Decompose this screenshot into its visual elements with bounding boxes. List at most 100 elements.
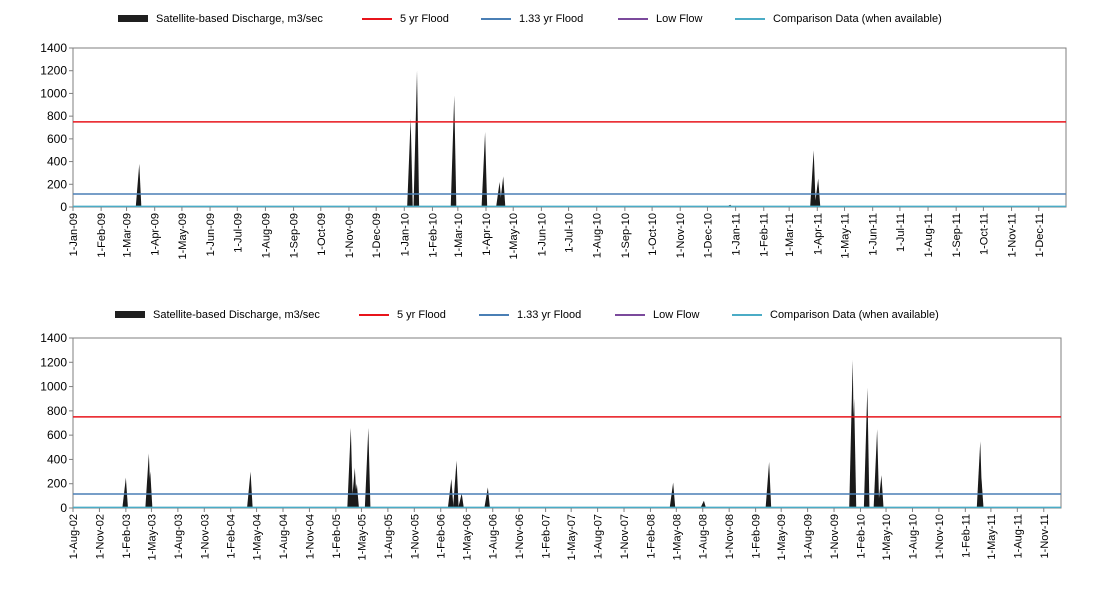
x-tick-label: 1-Feb-10 [427, 213, 439, 258]
y-tick-label: 1200 [40, 64, 67, 78]
legend-label-133yr-flood: 1.33 yr Flood [519, 13, 584, 25]
x-tick-label: 1-Aug-07 [593, 514, 605, 559]
x-tick-label: 1-May-03 [146, 514, 158, 560]
x-tick-label: 1-Nov-03 [199, 514, 211, 559]
plot-area [72, 47, 1067, 208]
y-tick-label: 400 [47, 155, 67, 169]
y-tick-label: 1000 [40, 380, 67, 394]
discharge-spike [247, 471, 253, 508]
x-tick-label: 1-Aug-10 [592, 213, 604, 258]
discharge-spike [877, 475, 884, 508]
discharge-spike [407, 118, 413, 207]
legend-swatch-5yr-flood [359, 314, 389, 316]
y-tick-label: 200 [47, 477, 67, 491]
chart-panel-1: Satellite-based Discharge, m3/sec 5 yr F… [0, 0, 1094, 300]
x-tick-label: 1-Aug-04 [278, 514, 290, 559]
x-tick-label: 1-Feb-05 [331, 514, 343, 559]
x-tick-label: 1-Feb-04 [226, 514, 238, 559]
discharge-spike [135, 163, 142, 207]
x-tick-label: 1-Aug-09 [260, 213, 272, 258]
x-tick-label: 1-Nov-05 [409, 514, 421, 559]
legend-label-5yr-flood: 5 yr Flood [397, 309, 446, 321]
x-tick-label: 1-Sep-11 [951, 213, 963, 257]
y-tick-label: 1000 [40, 86, 67, 100]
x-tick-label: 1-May-09 [177, 213, 189, 259]
x-tick-label: 1-Oct-10 [647, 213, 659, 256]
discharge-spike [413, 70, 420, 207]
x-tick-label: 1-Apr-10 [481, 213, 493, 256]
legend-label-low-flow: Low Flow [656, 13, 703, 25]
x-tick-label: 1-Dec-09 [371, 213, 383, 258]
y-tick-label: 1400 [40, 41, 67, 55]
x-tick-label: 1-Feb-09 [96, 213, 108, 258]
discharge-spike [458, 493, 464, 508]
x-tick-label: 1-Jun-11 [868, 213, 880, 256]
x-tick-label: 1-May-08 [671, 514, 683, 560]
x-tick-label: 1-May-10 [881, 514, 893, 560]
legend-label-133yr-flood: 1.33 yr Flood [517, 309, 582, 321]
x-tick-label: 1-Apr-11 [812, 213, 824, 255]
legend-swatch-comparison [732, 314, 762, 316]
discharge-spike [814, 178, 821, 207]
x-tick-label: 1-May-11 [840, 213, 852, 259]
discharge-spike [669, 482, 676, 508]
x-tick-label: 1-Feb-08 [645, 514, 657, 559]
discharge-spike [450, 95, 457, 207]
x-tick-label: 1-Feb-07 [541, 514, 553, 559]
x-tick-label: 1-Mar-10 [453, 213, 465, 258]
legend-swatch-low-flow [618, 18, 648, 20]
x-tick-label: 1-Dec-11 [1034, 213, 1046, 257]
y-tick-label: 0 [60, 501, 67, 515]
x-tick-label: 1-May-11 [986, 514, 998, 560]
x-tick-label: 1-Feb-11 [960, 514, 972, 558]
x-tick-label: 1-Jan-11 [731, 213, 743, 256]
legend-label-comparison: Comparison Data (when available) [773, 13, 942, 25]
discharge-spike [347, 427, 353, 508]
x-tick-label: 1-May-09 [776, 514, 788, 560]
y-tick-label: 200 [47, 177, 67, 191]
x-tick-label: 1-Nov-08 [724, 514, 736, 559]
x-tick-label: 1-Sep-10 [620, 213, 632, 258]
x-tick-label: 1-Nov-09 [344, 213, 356, 258]
discharge-spike [481, 132, 488, 207]
legend-2: Satellite-based Discharge, m3/sec 5 yr F… [0, 306, 1094, 326]
x-tick-label: 1-Feb-10 [855, 514, 867, 559]
discharge-spike [977, 477, 984, 508]
x-tick-label: 1-Oct-11 [978, 213, 990, 255]
x-tick-label: 1-Feb-11 [759, 213, 771, 257]
x-tick-label: 1-May-04 [252, 514, 264, 560]
legend-swatch-133yr-flood [479, 314, 509, 316]
discharge-spike [765, 461, 772, 508]
legend-label-5yr-flood: 5 yr Flood [400, 13, 449, 25]
legend-label-low-flow: Low Flow [653, 309, 700, 321]
legend-label-discharge: Satellite-based Discharge, m3/sec [153, 309, 320, 321]
x-tick-label: 1-Aug-11 [923, 213, 935, 257]
legend-swatch-5yr-flood [362, 18, 392, 20]
legend-label-comparison: Comparison Data (when available) [770, 309, 939, 321]
x-tick-label: 1-Nov-07 [619, 514, 631, 559]
x-tick-label: 1-Nov-04 [304, 514, 316, 559]
legend-swatch-discharge [118, 15, 148, 22]
discharge-spike [353, 483, 359, 508]
x-tick-label: 1-Mar-11 [784, 213, 796, 257]
x-tick-label: 1-Nov-09 [829, 514, 841, 559]
x-tick-label: 1-Feb-09 [751, 514, 763, 559]
x-tick-label: 1-Jul-10 [564, 213, 576, 253]
x-tick-label: 1-Nov-11 [1007, 213, 1019, 257]
y-tick-label: 1200 [40, 355, 67, 369]
chart-1-plot: 0 200 400 600 800 1000 1200 1400 1-Jan-09 1-Feb-0… [40, 41, 1067, 259]
x-tick-label: 1-Jan-09 [68, 213, 80, 256]
legend-swatch-133yr-flood [481, 18, 511, 20]
x-tick-label: 1-May-10 [508, 213, 520, 259]
x-tick-label: 1-Oct-09 [316, 213, 328, 256]
x-tick-label: 1-Jan-10 [399, 213, 411, 256]
x-tick-label: 1-Aug-10 [907, 514, 919, 559]
x-tick-label: 1-Jun-10 [536, 213, 548, 256]
legend-swatch-discharge [115, 311, 145, 318]
discharge-spike [850, 398, 857, 508]
x-tick-label: 1-Dec-10 [702, 213, 714, 258]
x-tick-label: 1-May-07 [566, 514, 578, 560]
y-tick-label: 800 [47, 109, 67, 123]
plot-area [72, 337, 1062, 509]
y-tick-label: 600 [47, 132, 67, 146]
